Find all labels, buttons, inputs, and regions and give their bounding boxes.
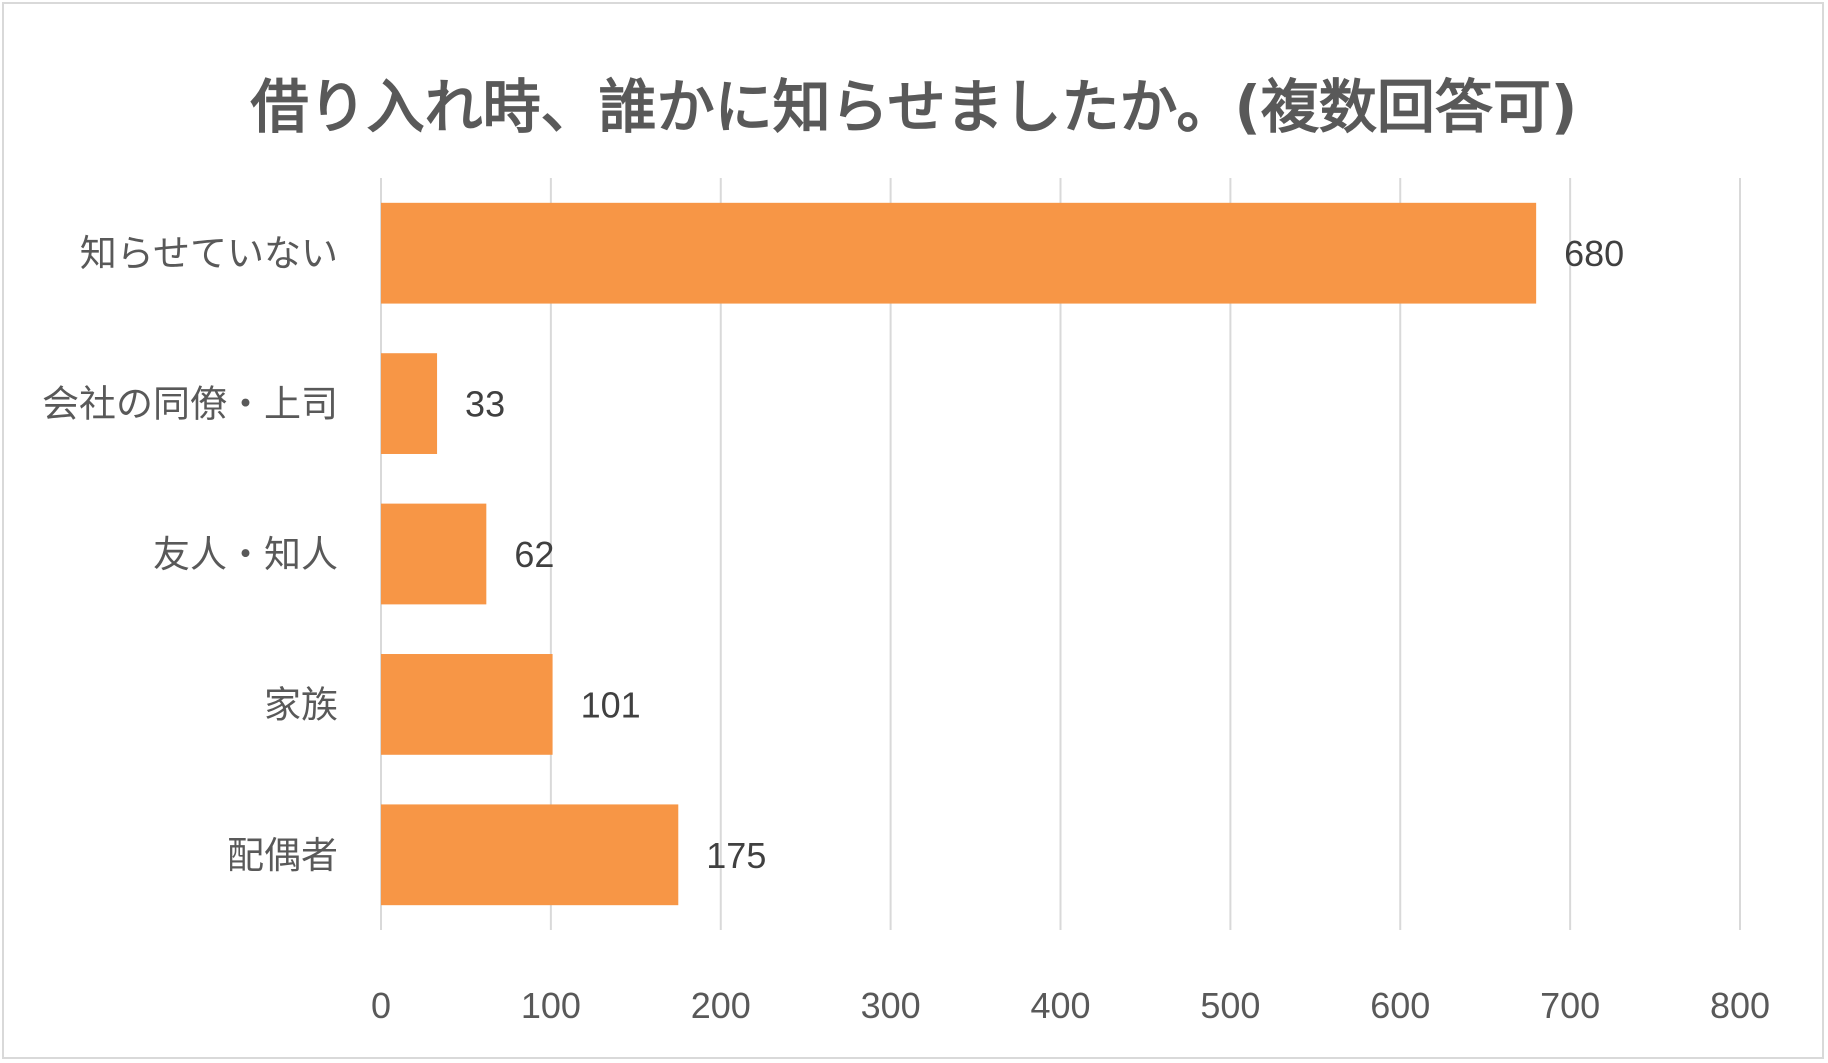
x-tick-label: 200 <box>691 985 751 1026</box>
category-label: 家族 <box>264 683 338 726</box>
category-label: 会社の同僚・上司 <box>42 383 338 426</box>
x-tick-label: 700 <box>1540 985 1600 1026</box>
bars <box>381 202 1537 906</box>
x-tick-label: 600 <box>1370 985 1430 1026</box>
data-label: 175 <box>706 835 766 876</box>
x-tick-label: 500 <box>1200 985 1260 1026</box>
bar <box>381 353 438 454</box>
data-label: 101 <box>581 684 641 725</box>
x-tick-label: 100 <box>521 985 581 1026</box>
chart-title: 借り入れ時、誰かに知らせましたか。(複数回答可) <box>250 73 1578 141</box>
category-label: 配偶者 <box>227 834 338 877</box>
bar <box>381 804 679 906</box>
labels: 0 100 200 300 400 500 600 700 800 知らせていない 680 会社の同僚… <box>42 232 1770 1026</box>
bar <box>381 503 487 605</box>
x-tick-label: 0 <box>371 985 391 1026</box>
data-label: 680 <box>1564 233 1624 274</box>
category-label: 友人・知人 <box>153 533 338 576</box>
x-tick-label: 800 <box>1710 985 1770 1026</box>
data-label: 33 <box>465 384 505 425</box>
data-label: 62 <box>514 534 554 575</box>
bar <box>381 202 1537 304</box>
bar <box>381 654 553 755</box>
category-label: 知らせていない <box>80 232 338 275</box>
x-tick-label: 400 <box>1030 985 1090 1026</box>
x-tick-label: 300 <box>861 985 921 1026</box>
